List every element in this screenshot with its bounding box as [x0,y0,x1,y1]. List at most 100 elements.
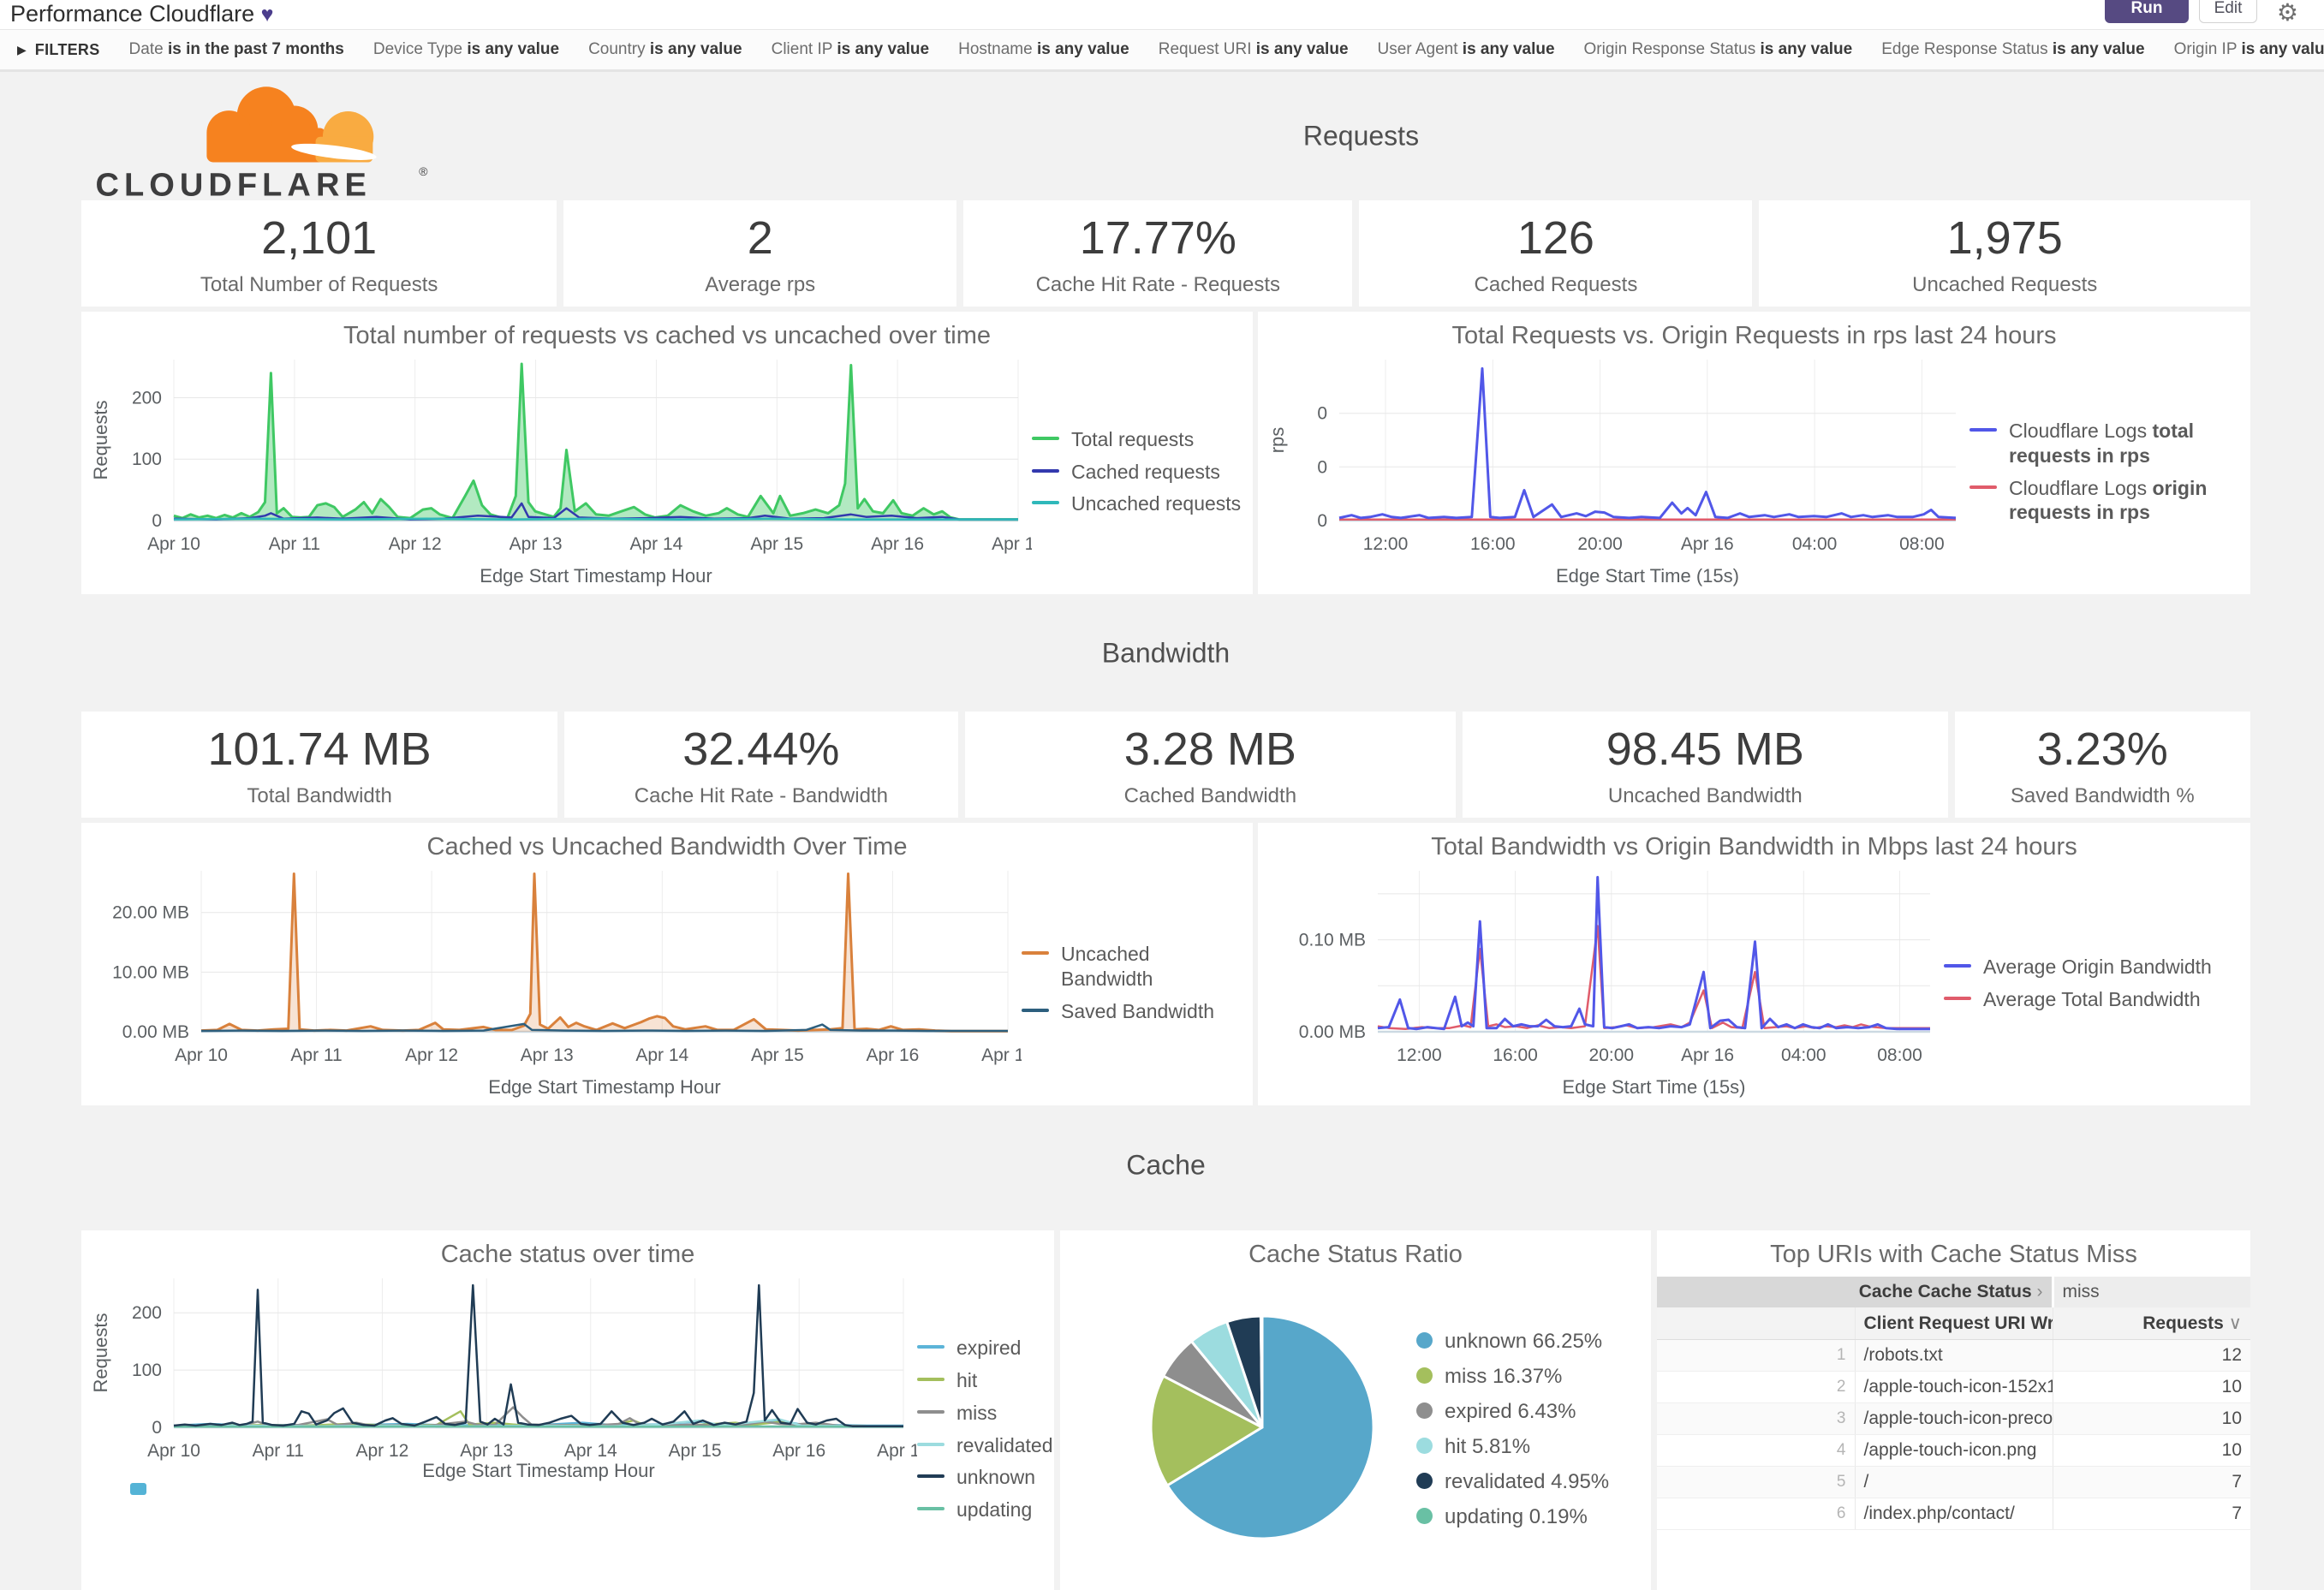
table-band-row: Cache Cache Status › miss [1657,1277,2250,1307]
legend-item[interactable]: Average Origin Bandwidth [1944,955,2244,980]
run-button[interactable]: Run [2105,0,2189,23]
requests-metrics-row: 2,101 Total Number of Requests 2 Average rp… [81,200,2250,307]
legend-label: Uncached requests [1071,492,1242,515]
metric-tile: 3.28 MB Cached Bandwidth [964,712,1457,818]
legend-item[interactable]: miss 16.37% [1416,1364,1609,1390]
legend-item[interactable]: unknown 66.25% [1416,1329,1609,1355]
legend-item[interactable]: unknown [917,1465,1047,1490]
legend-item[interactable]: updating 0.19% [1416,1504,1609,1530]
metric-tile: 1,975 Uncached Requests [1759,200,2250,307]
gear-icon[interactable]: ⚙ [2276,0,2298,26]
column-header-uri[interactable]: Client Request URI Wrap [1855,1307,2053,1340]
svg-text:Edge Start Timestamp Hour: Edge Start Timestamp Hour [422,1460,654,1481]
table-row[interactable]: 4/apple-touch-icon.png 10 [1657,1434,2250,1467]
chart-canvas[interactable]: 0.00 MB 0.10 MB 12:00 16:00 20:00 Apr 16 04:00… [1258,861,1944,1105]
legend-item[interactable]: updating [917,1498,1047,1522]
svg-text:Apr 12: Apr 12 [389,534,442,554]
legend-label: expired [956,1337,1022,1360]
svg-text:0: 0 [152,1418,162,1438]
metric-label: Cached Requests [1474,273,1638,296]
pie-legend: unknown 66.25% miss 16.37% expired 6.43% hi… [1416,1329,1609,1530]
filter-origin-response-status[interactable]: Origin Response Status is any value [1583,40,1853,58]
svg-text:Apr 12: Apr 12 [405,1045,458,1065]
metric-tile: 126 Cached Requests [1359,200,1753,307]
legend-swatch [1944,996,1971,1000]
pie-chart[interactable] [1146,1311,1379,1548]
svg-text:Apr 17: Apr 17 [992,534,1032,554]
legend-label: miss 16.37% [1445,1364,1563,1388]
legend-item[interactable]: miss [917,1401,1047,1426]
metric-label: Average rps [705,273,816,296]
filter-client-ip[interactable]: Client IP is any value [771,40,930,58]
legend-item[interactable]: Uncached Bandwidth [1022,942,1246,992]
legend-label: expired 6.43% [1445,1399,1576,1423]
chart-canvas[interactable]: 0.00 MB 10.00 MB 20.00 MB Apr 10 Apr 11 Apr 1… [81,861,1034,1105]
legend-item[interactable]: revalidated [917,1433,1053,1458]
filter-country[interactable]: Country is any value [588,40,742,58]
legend-item[interactable]: Saved Bandwidth [1022,999,1246,1024]
metric-tile: 98.45 MB Uncached Bandwidth [1463,712,1948,818]
section-title-cache: Cache [1126,1149,1206,1181]
legend-item[interactable]: expired [917,1336,1047,1361]
legend-swatch [917,1409,944,1414]
legend-swatch [1022,951,1049,956]
filters-toggle[interactable]: ▶ FILTERS [17,41,100,59]
svg-text:100: 100 [132,450,162,469]
legend-label: miss [956,1401,998,1424]
requests-section-header: CLOUDFLARE ® Requests [81,72,2250,203]
metric-tile: 32.44% Cache Hit Rate - Bandwidth [564,712,958,818]
chart-legend: Cloudflare Logs total requests in rps Clo… [1969,349,2250,594]
chart-canvas[interactable]: 0 100 200 Apr 10 Apr 11 Apr 12 Apr 13 Apr 14 Apr… [81,349,1045,594]
legend-label: Cloudflare Logs origin requests in rps [2009,476,2208,524]
filter-device-type[interactable]: Device Type is any value [372,40,560,58]
edit-button[interactable]: Edit [2199,0,2257,23]
legend-swatch [917,1378,944,1381]
table-row[interactable]: 6/index.php/contact/7 [1657,1498,2250,1530]
pivot-value[interactable]: miss [2051,1277,2250,1307]
legend-item[interactable]: hit 5.81% [1416,1434,1609,1460]
legend-label: updating 0.19% [1445,1504,1588,1528]
legend-item[interactable]: revalidated 4.95% [1416,1469,1609,1495]
legend-item[interactable]: Cloudflare Logs total requests in rps [1969,419,2244,468]
svg-text:Apr 14: Apr 14 [629,534,682,554]
legend-label: unknown 66.25% [1445,1329,1603,1353]
legend-swatch [917,1442,944,1446]
section-title-bandwidth: Bandwidth [1101,637,1231,668]
filter-user-agent[interactable]: User Agent is any value [1377,40,1555,58]
legend-item[interactable]: Uncached requests [1032,491,1246,516]
table-row[interactable]: 1/robots.txt 12 [1657,1339,2250,1372]
filter-origin-ip[interactable]: Origin IP is any value [2173,40,2324,58]
cloudflare-wordmark: CLOUDFLARE [95,167,371,200]
svg-text:20:00: 20:00 [1577,534,1623,554]
legend-item[interactable]: Cloudflare Logs origin requests in rps [1969,476,2244,526]
legend-swatch [917,1507,944,1510]
legend-label: revalidated [956,1433,1053,1456]
legend-item[interactable]: hit [917,1368,1047,1393]
filter-hostname[interactable]: Hostname is any value [958,40,1129,58]
svg-text:16:00: 16:00 [1470,534,1516,554]
chart-rps-last-24h: Total Requests vs. Origin Requests in rp… [1258,312,2250,594]
filter-request-uri[interactable]: Request URI is any value [1158,40,1349,58]
legend-item[interactable]: Average Total Bandwidth [1944,987,2244,1012]
table-row[interactable]: 5/7 [1657,1466,2250,1498]
legend-item[interactable]: Total requests [1032,427,1246,452]
cache-section-header: Cache [81,1105,2250,1225]
chart-canvas[interactable]: 0 0 0 12:00 16:00 20:00 Apr 16 04:00 08:00 rps Edg… [1258,349,1969,594]
legend-item[interactable]: Cached requests [1032,460,1246,485]
svg-text:12:00: 12:00 [1397,1045,1442,1065]
pivot-field-label[interactable]: Cache Cache Status › [1657,1277,2053,1307]
metric-label: Cache Hit Rate - Bandwidth [634,784,888,807]
chart-canvas[interactable]: 0 100 200 Apr 10 Apr 11 Apr 12 Apr 13 Apr 14 Apr… [81,1268,930,1590]
column-header-requests[interactable]: Requests ∨ [2052,1307,2250,1340]
svg-text:Apr 11: Apr 11 [253,1441,304,1461]
legend-swatch [1032,501,1059,505]
metric-label: Cache Hit Rate - Requests [1035,273,1281,296]
legend-label: Cloudflare Logs total requests in rps [2009,420,2195,467]
filter-date[interactable]: Date is in the past 7 months [128,40,344,58]
legend-swatch [1969,485,1997,489]
legend-item[interactable]: expired 6.43% [1416,1399,1609,1425]
filter-edge-response-status[interactable]: Edge Response Status is any value [1881,40,2145,58]
legend-swatch [1032,436,1059,440]
